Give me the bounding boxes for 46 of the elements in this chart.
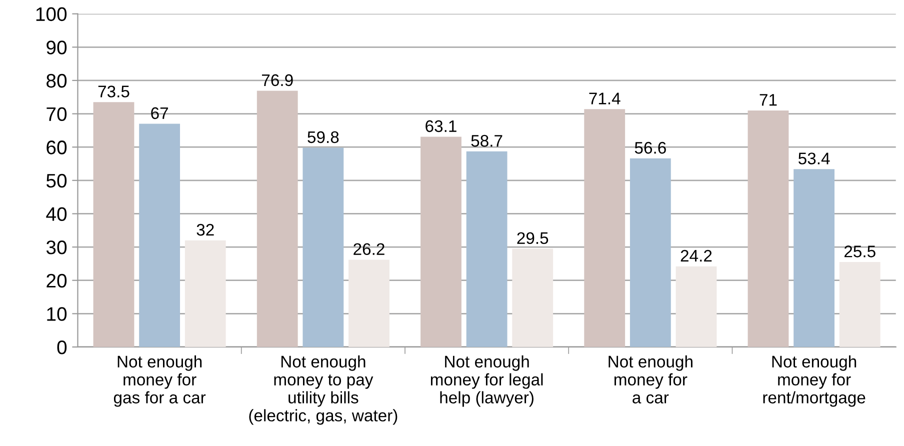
x-tick-label: Not enough money for a car	[608, 355, 692, 404]
y-tick-label: 60	[46, 140, 67, 154]
x-tick-label: Not enough money for legal help (lawyer)	[430, 355, 543, 407]
bar	[93, 102, 134, 347]
data-label: 29.5	[517, 232, 548, 244]
bar	[512, 248, 554, 347]
data-label: 59.8	[308, 131, 339, 144]
data-label: 26.2	[354, 243, 384, 256]
bar	[584, 109, 626, 347]
bar	[184, 240, 226, 347]
bar	[794, 169, 835, 347]
data-label: 53.4	[798, 152, 830, 164]
bar	[676, 266, 717, 347]
data-label: 67	[151, 107, 168, 120]
y-tick-label: 20	[46, 274, 67, 288]
data-label: 58.7	[471, 134, 502, 147]
y-tick-label: 40	[46, 207, 67, 221]
x-tick-label: Not enough money for gas for a car	[114, 355, 206, 407]
y-tick-label: 90	[46, 40, 67, 54]
bar	[839, 262, 880, 347]
data-label: 71.4	[589, 92, 620, 104]
bar	[139, 124, 180, 347]
y-tick-label: 70	[46, 107, 67, 122]
bar	[466, 151, 508, 347]
y-tick-label: 30	[46, 240, 67, 254]
bar	[420, 136, 462, 347]
data-label: 56.6	[634, 142, 666, 154]
data-label: 76.9	[262, 74, 293, 86]
y-tick-label: 10	[47, 307, 67, 321]
data-label: 24.2	[680, 250, 712, 262]
y-tick-label: 50	[46, 174, 67, 188]
data-label: 73.5	[98, 86, 130, 98]
x-tick-label: Not enough money for rent/mortgage	[763, 355, 866, 407]
y-tick-label: 100	[36, 7, 67, 22]
bar	[348, 260, 390, 347]
data-label: 25.5	[844, 246, 876, 258]
bar	[256, 90, 298, 347]
bar	[302, 148, 344, 347]
y-tick-label: 80	[46, 74, 67, 88]
bar	[748, 110, 789, 347]
x-tick-label: Not enough money to pay utility bills (electric, gas, water)	[249, 355, 398, 425]
y-tick-label: 0	[57, 340, 67, 354]
data-label: 63.1	[426, 120, 456, 132]
data-label: 32	[196, 224, 214, 236]
bar	[630, 158, 671, 347]
data-label: 71	[760, 94, 777, 106]
